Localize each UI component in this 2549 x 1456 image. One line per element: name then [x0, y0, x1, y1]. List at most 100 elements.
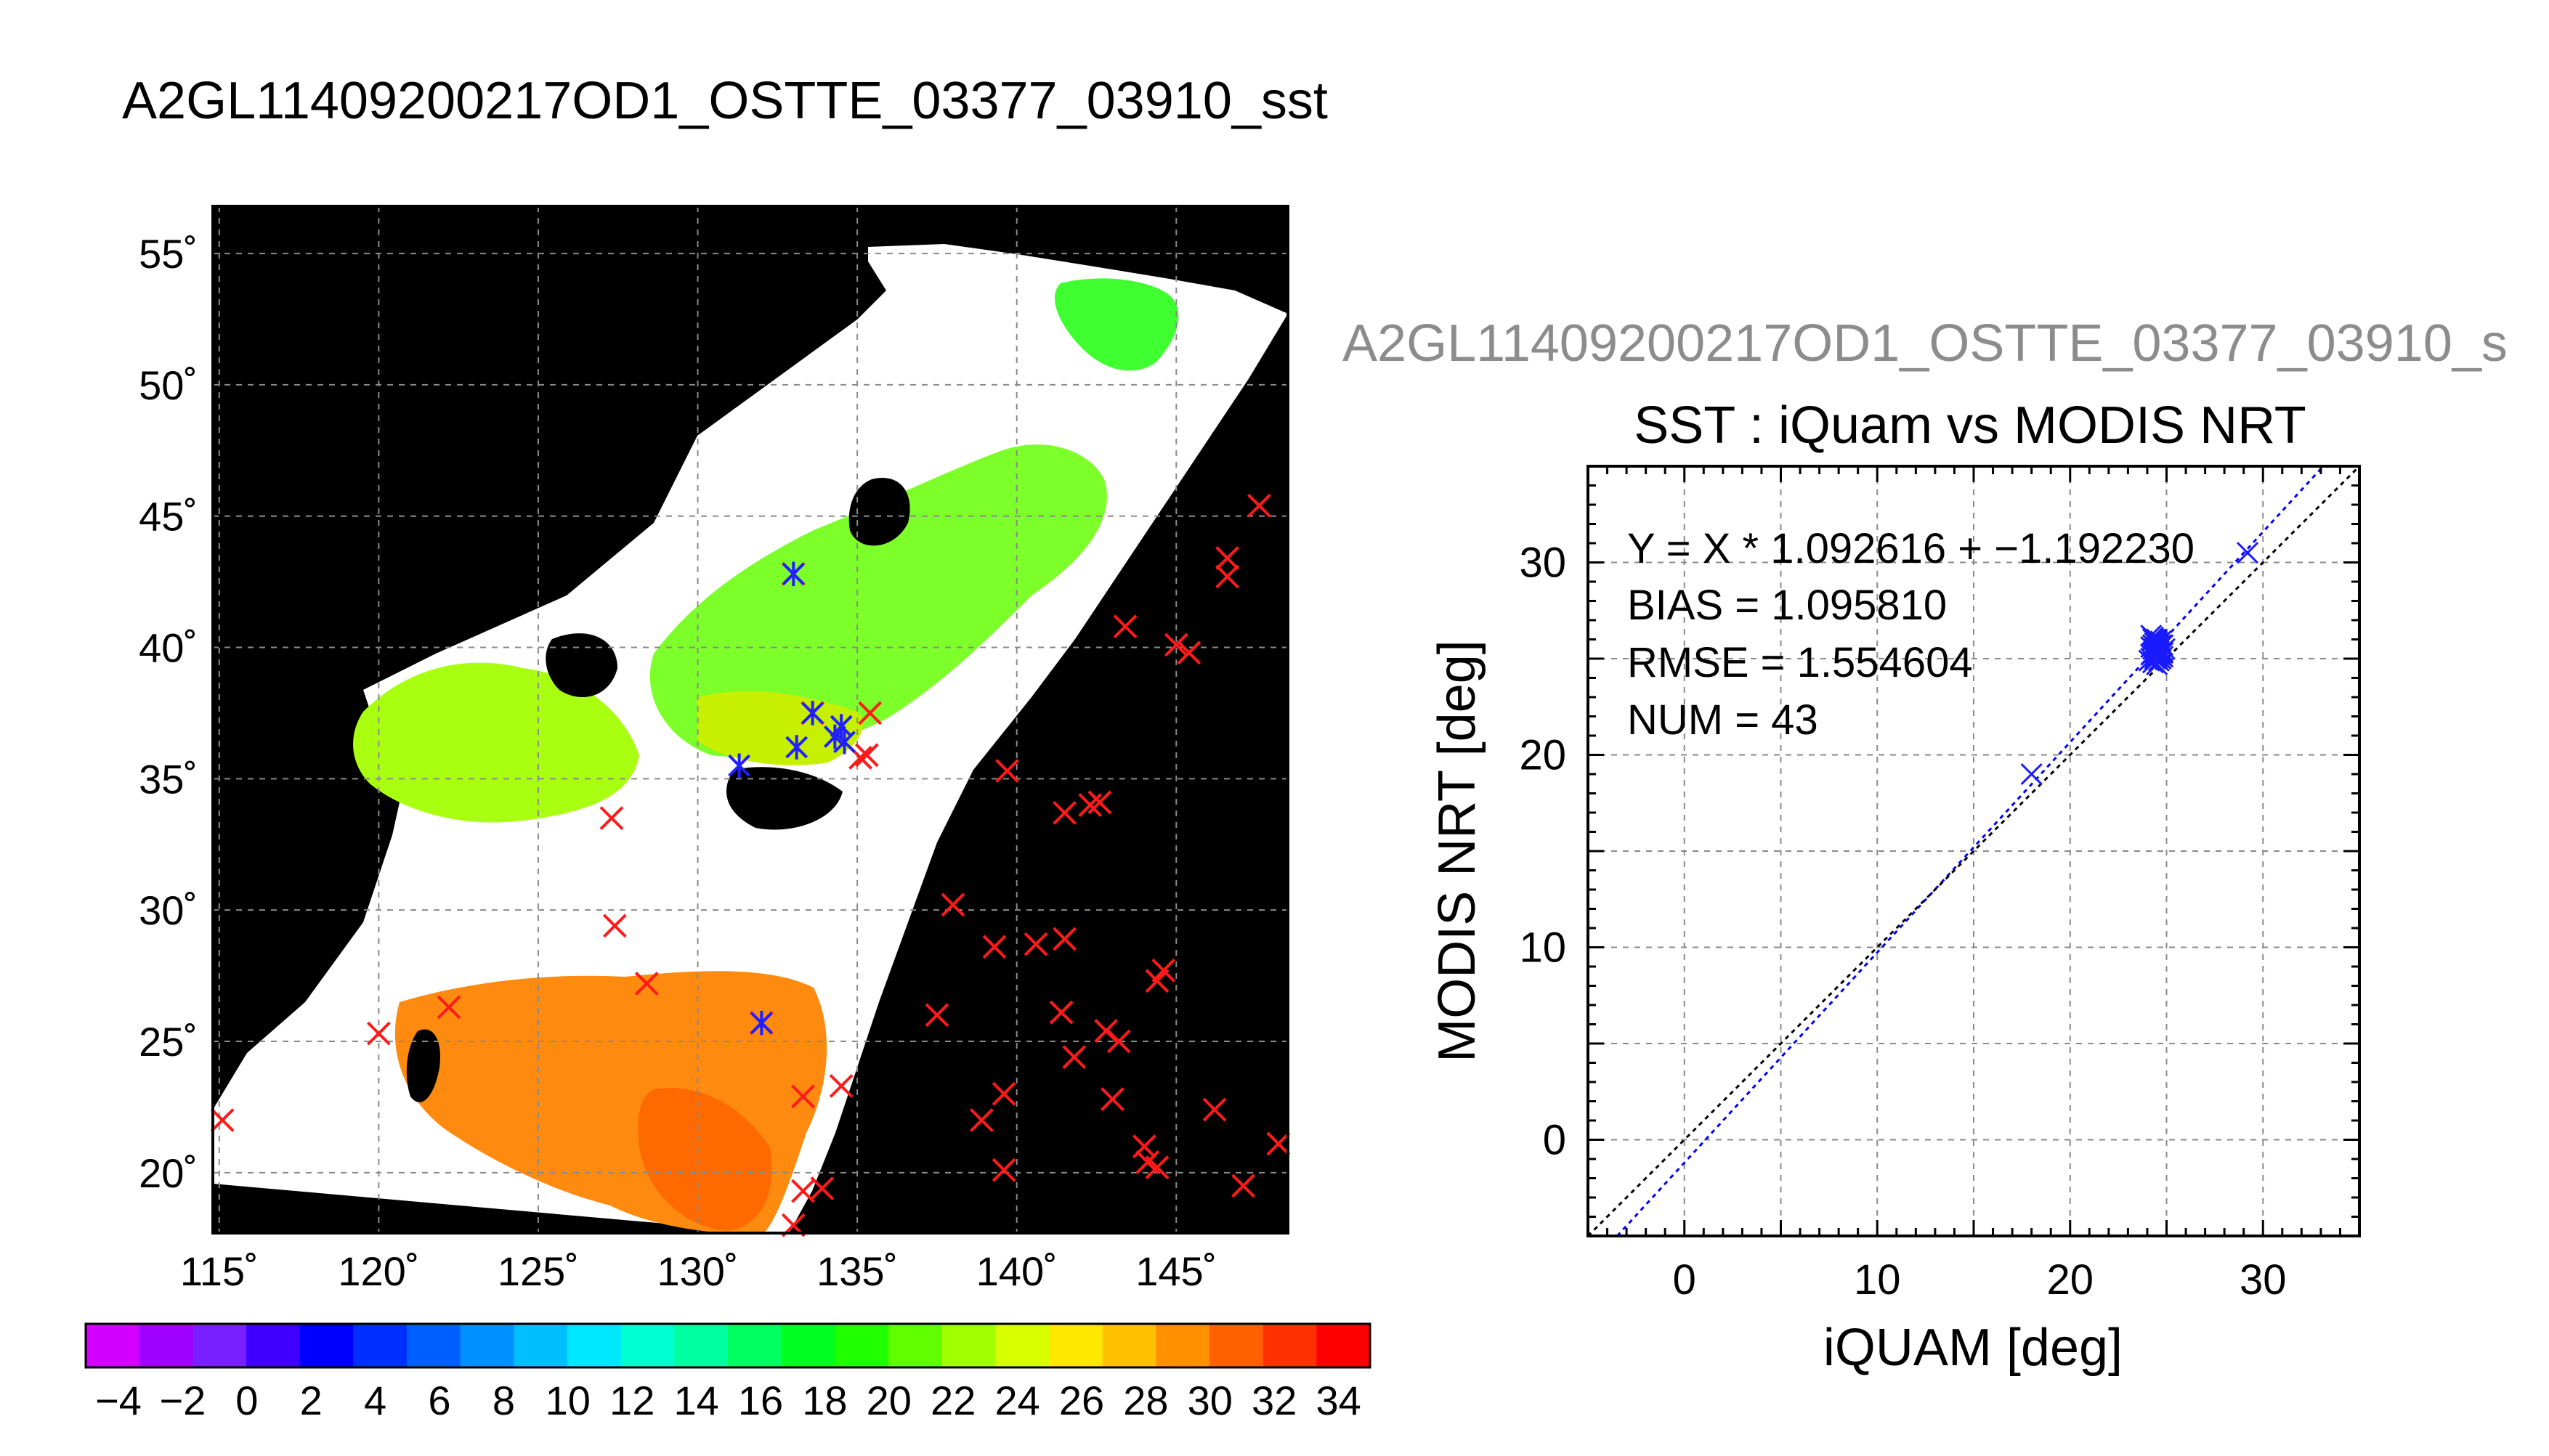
scatter-point — [2141, 628, 2164, 651]
colorbar-label: 8 — [493, 1378, 515, 1423]
colorbar-cell — [674, 1324, 729, 1367]
stats-fit-equation: Y = X * 1.092616 + −1.192230 — [1627, 525, 2195, 572]
map-longitude-label: 130˚ — [657, 1248, 738, 1294]
map-longitude-label: 140˚ — [976, 1248, 1058, 1294]
colorbar-cell — [1209, 1324, 1264, 1367]
scatter-identity-line — [1586, 465, 2361, 1237]
hokkaido-sst — [1054, 278, 1179, 371]
map-latitude-label: 45˚ — [139, 494, 198, 540]
map-marker-red — [1164, 633, 1188, 657]
map-latitude-label: 35˚ — [139, 756, 198, 802]
map-marker-red — [1247, 493, 1271, 518]
colorbar-cell — [407, 1324, 461, 1367]
colorbar-label: 0 — [235, 1378, 258, 1423]
kyushu-shikoku-land — [726, 767, 843, 830]
colorbar-cell — [1316, 1324, 1371, 1367]
map-marker-red — [1266, 1131, 1291, 1156]
colorbar-cell — [246, 1324, 301, 1367]
scatter-plot: 0 10 20 30 0 10 20 30 Y = X * 1.092616 + −1.19… — [1428, 465, 2361, 1377]
map-marker-red — [854, 743, 879, 768]
map-marker-red — [992, 1081, 1016, 1106]
colorbar-cell — [835, 1324, 889, 1367]
map-marker-red — [1062, 1045, 1087, 1070]
map-marker-red — [969, 1108, 994, 1132]
scatter-x-axis-label: iQUAM [deg] — [1823, 1319, 2123, 1377]
colorbar-label: 26 — [1059, 1378, 1104, 1423]
map-frame — [211, 205, 1289, 1235]
scatter-y-tick-label: 10 — [1519, 924, 1566, 972]
map-marker-red — [941, 892, 965, 917]
scatter-point — [2147, 640, 2170, 662]
map-marker-red — [1145, 969, 1170, 993]
yellow-sea-sst — [353, 662, 639, 823]
map-marker-red — [925, 1003, 949, 1028]
map-marker-red — [1087, 790, 1112, 815]
colorbar-cell — [1263, 1324, 1317, 1367]
map-marker-red — [366, 1021, 391, 1046]
map-marker-red — [791, 1084, 815, 1109]
scatter-x-tick-label: 0 — [1673, 1256, 1696, 1304]
map-longitude-labels: 115˚ 120˚ 125˚ 130˚ 135˚ 140˚ 145˚ — [180, 1248, 1217, 1294]
colorbar-cell — [514, 1324, 568, 1367]
map-gridlines — [213, 206, 1288, 1233]
map-marker-red — [810, 1176, 835, 1200]
colorbar-label: −4 — [95, 1378, 142, 1423]
stats-count: NUM = 43 — [1627, 696, 1818, 744]
map-marker-blue — [782, 561, 805, 587]
map-panel: 55˚ 50˚ 45˚ 40˚ 35˚ 30˚ 25˚ 20˚ 115˚ 120˚ 125˚ 130… — [139, 205, 1291, 1294]
colorbar-label: 20 — [867, 1378, 912, 1423]
colorbar-cell — [193, 1324, 247, 1367]
scatter-x-tick-label: 10 — [1854, 1256, 1901, 1304]
map-latitude-label: 50˚ — [139, 362, 198, 408]
map-marker-red — [210, 1108, 235, 1132]
scatter-point — [2020, 762, 2043, 786]
map-marker-red — [992, 1158, 1016, 1182]
map-latitude-label: 25˚ — [139, 1019, 198, 1065]
map-marker-blue — [750, 1010, 773, 1036]
map-marker-red — [1231, 1174, 1255, 1198]
map-marker-red — [995, 759, 1019, 783]
colorbar-label: 22 — [931, 1378, 976, 1423]
scatter-points — [2020, 542, 2259, 786]
honshu-land-patch — [848, 478, 910, 546]
colorbar-cell — [353, 1324, 408, 1367]
map-marker-red — [1145, 1155, 1170, 1180]
colorbar-label: −2 — [159, 1378, 206, 1423]
taiwan-landmass — [406, 1029, 440, 1102]
colorbar-label: 12 — [609, 1378, 655, 1423]
colorbar-cell — [86, 1324, 140, 1367]
colorbar-frame — [84, 1322, 1371, 1369]
map-longitude-label: 135˚ — [816, 1248, 898, 1294]
map-marker-red — [1151, 958, 1176, 983]
map-marker-red — [602, 914, 627, 938]
colorbar-labels: −4 −2 0 2 4 6 8 10 12 14 16 18 20 22 24 26 28 30 32 34 — [95, 1378, 1361, 1423]
colorbar-cell — [1049, 1324, 1103, 1367]
map-marker-blue — [785, 735, 809, 760]
scatter-title: SST : iQuam vs MODIS NRT — [1634, 396, 2306, 455]
map-marker-red — [982, 935, 1007, 959]
scatter-file-label: A2GL11409200217OD1_OSTTE_03377_03910_s — [1342, 314, 2508, 373]
colorbar-cell — [299, 1324, 354, 1367]
map-marker-red — [1053, 800, 1077, 825]
map-latitude-label: 55˚ — [139, 231, 198, 277]
map-marker-red — [1202, 1097, 1227, 1122]
scatter-y-tick-label: 0 — [1543, 1117, 1566, 1164]
colorbar-label: 30 — [1188, 1378, 1233, 1423]
colorbar-cell — [941, 1324, 996, 1367]
korea-landmass — [546, 633, 617, 697]
map-longitude-label: 145˚ — [1135, 1248, 1217, 1294]
map-marker-red — [1024, 932, 1048, 956]
page-title: A2GL11409200217OD1_OSTTE_03377_03910_sst — [122, 72, 1328, 130]
map-marker-red — [829, 1074, 854, 1098]
map-latitude-label: 30˚ — [139, 887, 198, 933]
colorbar-cell — [460, 1324, 514, 1367]
scatter-x-tick-label: 30 — [2240, 1256, 2287, 1304]
colorbar-label: 24 — [994, 1378, 1040, 1423]
scatter-x-tick-labels: 0 10 20 30 — [1673, 1256, 2287, 1304]
map-marker-red — [1215, 546, 1239, 571]
map-marker-red — [1053, 927, 1077, 951]
scatter-point — [2236, 542, 2259, 564]
map-marker-red — [437, 995, 461, 1020]
colorbar-label: 2 — [300, 1378, 323, 1423]
